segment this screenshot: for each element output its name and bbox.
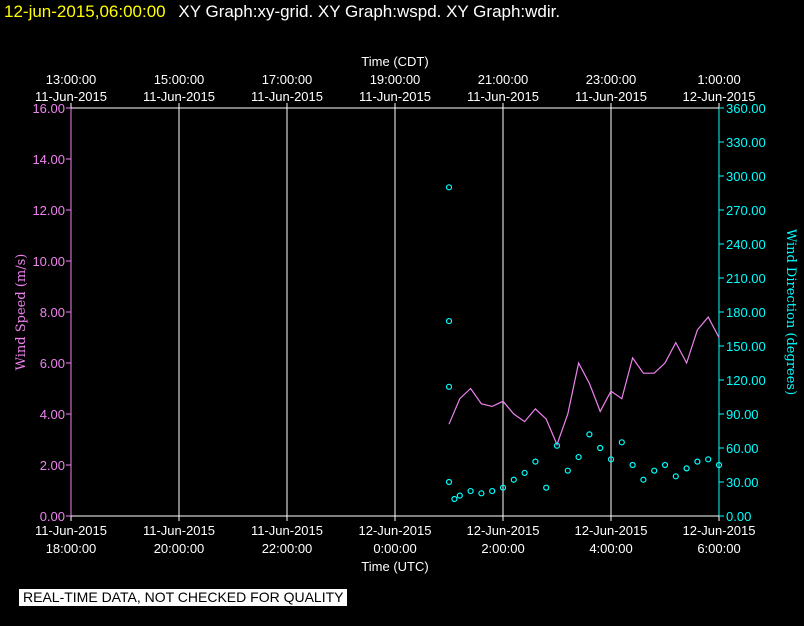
bottom-tick-date: 11-Jun-2015	[143, 523, 215, 538]
left-tick-label: 8.00	[40, 305, 65, 320]
wind-direction-point	[553, 442, 561, 449]
top-tick-date: 11-Jun-2015	[143, 89, 215, 104]
bottom-tick-date: 12-Jun-2015	[683, 523, 756, 538]
top-tick-time: 15:00:00	[154, 72, 205, 87]
right-tick-label: 360.00	[726, 101, 766, 116]
bottom-tick-date: 11-Jun-2015	[35, 523, 107, 538]
wind-direction-outlier	[445, 383, 453, 390]
top-tick-date: 11-Jun-2015	[35, 89, 107, 104]
wind-direction-point	[715, 461, 723, 469]
graph-header: 12-jun-2015,06:00:00 XY Graph:xy-grid. X…	[4, 2, 560, 22]
wind-direction-point	[510, 476, 517, 483]
wind-direction-point	[521, 469, 528, 477]
wind-direction-point	[575, 453, 582, 461]
wind-direction-point	[694, 458, 701, 465]
wind-direction-point	[456, 492, 463, 499]
wind-direction-point	[489, 487, 496, 495]
bottom-tick-time: 6:00:00	[697, 541, 740, 556]
top-axis-title: Time (CDT)	[361, 54, 428, 69]
right-tick-label: 270.00	[726, 203, 766, 218]
bottom-axis-title: Time (UTC)	[361, 559, 428, 574]
graph-list: XY Graph:xy-grid. XY Graph:wspd. XY Grap…	[178, 2, 561, 21]
left-tick-label: 0.00	[40, 509, 65, 524]
wind-direction-point	[445, 478, 453, 486]
wind-direction-point	[597, 444, 604, 452]
wind-direction-point	[499, 484, 507, 491]
top-tick-date: 11-Jun-2015	[251, 89, 323, 104]
left-tick-label: 2.00	[40, 458, 65, 473]
wind-direction-outlier	[445, 317, 453, 325]
right-tick-label: 60.00	[726, 441, 759, 456]
right-tick-label: 0.00	[726, 509, 751, 524]
wind-direction-point	[651, 467, 658, 474]
left-tick-label: 16.00	[32, 101, 65, 116]
wind-direction-point	[543, 484, 550, 491]
wind-direction-point	[629, 461, 636, 469]
bottom-tick-time: 2:00:00	[481, 541, 524, 556]
right-axis-title: Wind Direction (degrees)	[783, 229, 798, 395]
wind-direction-outlier	[445, 184, 453, 191]
left-tick-label: 6.00	[40, 356, 65, 371]
right-tick-label: 330.00	[726, 135, 766, 150]
right-tick-label: 120.00	[726, 373, 766, 388]
left-tick-label: 14.00	[32, 152, 65, 167]
bottom-tick-time: 18:00:00	[46, 541, 97, 556]
wind-direction-point	[618, 439, 625, 446]
wind-direction-point	[478, 490, 485, 497]
right-tick-label: 150.00	[726, 339, 766, 354]
bottom-tick-time: 20:00:00	[154, 541, 205, 556]
left-tick-label: 4.00	[40, 407, 65, 422]
wind-speed-series	[448, 316, 720, 447]
left-tick-label: 12.00	[32, 203, 65, 218]
quality-note: REAL-TIME DATA, NOT CHECKED FOR QUALITY	[19, 589, 348, 606]
right-tick-label: 30.00	[726, 475, 759, 490]
top-tick-time: 23:00:00	[586, 72, 637, 87]
top-tick-date: 11-Jun-2015	[575, 89, 647, 104]
top-tick-date: 11-Jun-2015	[467, 89, 539, 104]
top-tick-time: 19:00:00	[370, 72, 421, 87]
right-tick-label: 300.00	[726, 169, 766, 184]
right-tick-label: 180.00	[726, 305, 766, 320]
top-tick-time: 1:00:00	[697, 72, 740, 87]
right-tick-label: 240.00	[726, 237, 766, 252]
bottom-tick-time: 4:00:00	[589, 541, 632, 556]
right-tick-label: 90.00	[726, 407, 759, 422]
left-tick-label: 10.00	[32, 254, 65, 269]
wind-direction-point	[640, 476, 647, 483]
bottom-tick-date: 12-Jun-2015	[467, 523, 540, 538]
right-tick-label: 210.00	[726, 271, 766, 286]
bottom-tick-time: 0:00:00	[373, 541, 416, 556]
top-tick-date: 12-Jun-2015	[683, 89, 756, 104]
wind-direction-point	[451, 495, 458, 503]
bottom-tick-date: 11-Jun-2015	[251, 523, 323, 538]
wind-direction-point	[586, 431, 593, 438]
wind-direction-point	[661, 461, 669, 469]
top-tick-time: 13:00:00	[46, 72, 97, 87]
top-tick-date: 11-Jun-2015	[359, 89, 431, 104]
wind-direction-point	[607, 456, 615, 463]
wind-direction-point	[683, 465, 690, 472]
timestamp: 12-jun-2015,06:00:00	[4, 2, 166, 21]
bottom-tick-date: 12-Jun-2015	[575, 523, 648, 538]
wind-direction-point	[532, 458, 539, 465]
wind-direction-point	[467, 487, 474, 495]
top-tick-time: 21:00:00	[478, 72, 529, 87]
wind-direction-point	[672, 473, 679, 480]
wind-direction-point	[564, 467, 571, 474]
top-tick-time: 17:00:00	[262, 72, 313, 87]
bottom-tick-time: 22:00:00	[262, 541, 313, 556]
wind-direction-point	[705, 456, 712, 463]
bottom-tick-date: 12-Jun-2015	[359, 523, 432, 538]
left-axis-title: Wind Speed (m/s)	[14, 254, 29, 371]
